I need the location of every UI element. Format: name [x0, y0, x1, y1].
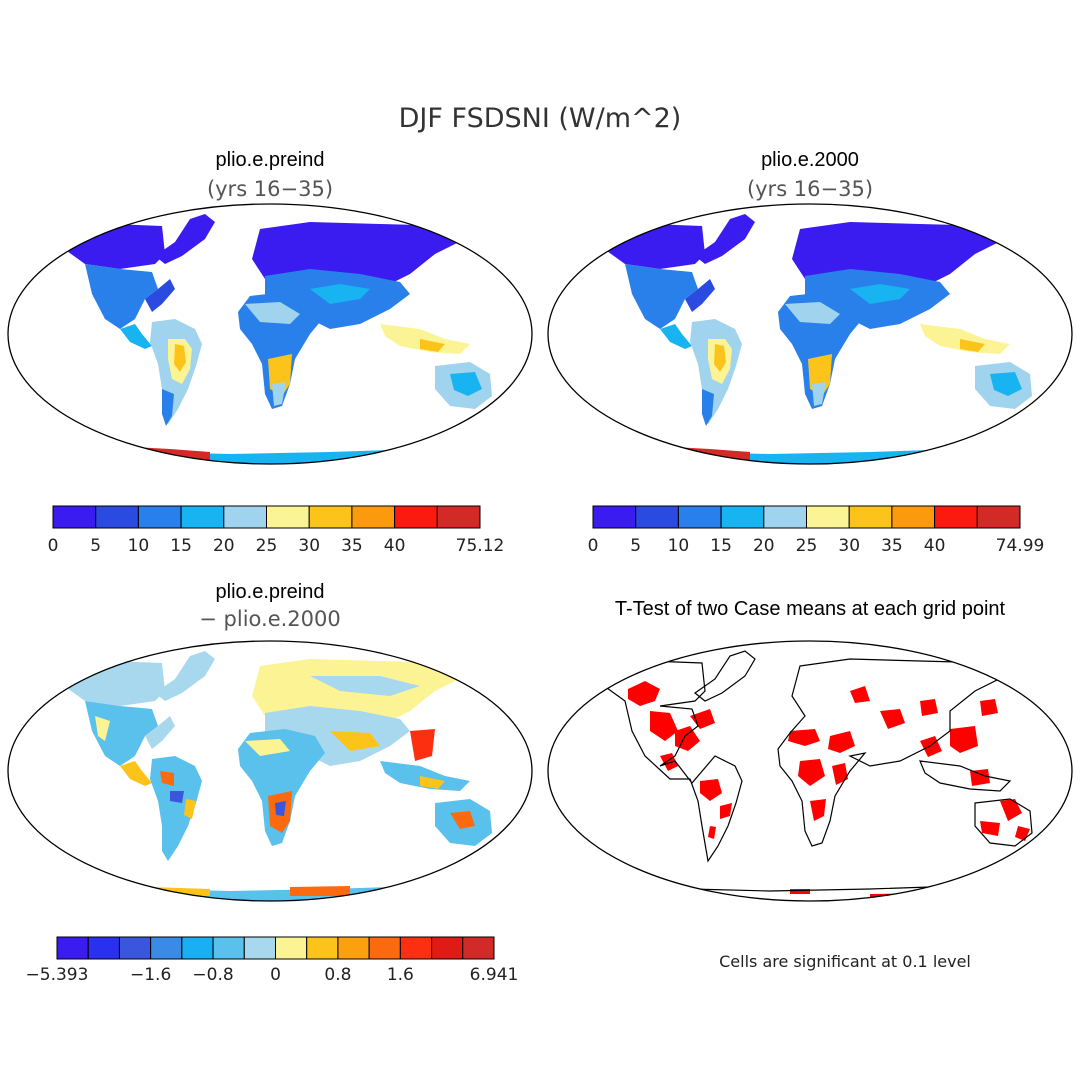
colorbar-1: 0 5 10 15 20 25 30 35 40 75.12 — [48, 505, 505, 556]
colorbar-1-tick-label: 75.12 — [456, 536, 505, 556]
map-2-land — [588, 214, 1060, 464]
colorbar-1-tick-label: 5 — [90, 536, 101, 556]
colorbar-1-tick-label: 35 — [341, 536, 363, 556]
colorbar-2: 0 5 10 15 20 25 30 35 40 74.99 — [588, 505, 1045, 556]
colorbar-3-tick-label: 6.941 — [470, 965, 519, 985]
colorbar-2-swatch — [934, 505, 978, 529]
map-4-border — [547, 640, 1073, 902]
colorbar-3-swatch — [306, 936, 339, 960]
colorbar-3-tick-label: −0.8 — [192, 965, 233, 985]
colorbar-2-tick-label: 25 — [796, 536, 818, 556]
colorbar-2-tick-label: 15 — [710, 536, 732, 556]
map-3-border — [7, 640, 533, 902]
colorbar-1-swatch — [308, 505, 353, 529]
colorbar-2-tick-label: 20 — [753, 536, 775, 556]
map-panel-4 — [547, 640, 1073, 902]
colorbar-2-tick-label: 10 — [668, 536, 690, 556]
colorbar-3-swatch — [431, 936, 464, 960]
colorbar-1-tick-label: 30 — [298, 536, 320, 556]
map-4-significance — [586, 650, 1033, 899]
colorbar-3-swatch — [212, 936, 245, 960]
colorbar-3-swatch — [181, 936, 214, 960]
colorbar-3-swatch — [150, 936, 183, 960]
colorbar-3-tick-label: 0.8 — [324, 965, 351, 985]
colorbar-1-tick-label: 40 — [384, 536, 406, 556]
map-panel-3 — [7, 640, 533, 902]
colorbar-2-swatch — [592, 505, 637, 529]
panel-1-subtitle: (yrs 16−35) — [207, 177, 333, 201]
panel-2-subtitle: (yrs 16−35) — [747, 177, 873, 201]
colorbar-3-tick-label: −1.6 — [130, 965, 171, 985]
colorbar-1-swatch — [266, 505, 310, 529]
colorbar-2-swatch — [677, 505, 722, 529]
colorbar-3-swatch — [243, 936, 277, 960]
colorbar-2-swatch — [763, 505, 807, 529]
colorbar-2-tick-label: 0 — [588, 536, 599, 556]
map-3-land — [48, 651, 492, 901]
map-panel-1 — [7, 203, 533, 465]
colorbar-3-swatch — [462, 936, 495, 960]
colorbar-2-tick-label: 74.99 — [996, 536, 1045, 556]
colorbar-1-tick-label: 0 — [48, 536, 59, 556]
colorbar-2-swatch — [848, 505, 893, 529]
colorbar-2-swatch — [891, 505, 936, 529]
colorbar-2-swatch — [806, 505, 850, 529]
map-1-border — [7, 203, 533, 465]
colorbar-1-swatch — [52, 505, 97, 529]
panel-2-title: plio.e.2000 — [761, 149, 859, 171]
colorbar-3-swatch — [337, 936, 370, 960]
colorbar-1-swatch — [394, 505, 438, 529]
colorbar-1-tick-label: 10 — [128, 536, 150, 556]
map-1-land — [48, 214, 520, 464]
panel-1-title: plio.e.preind — [216, 149, 325, 171]
colorbar-3-swatch — [399, 936, 433, 960]
panel-3-title: plio.e.preind — [216, 581, 325, 603]
map-2-border — [547, 203, 1073, 465]
colorbar-3-swatch — [56, 936, 89, 960]
colorbar-1-tick-label: 20 — [213, 536, 235, 556]
colorbar-1-swatch — [436, 505, 481, 529]
colorbar-3-swatch — [87, 936, 120, 960]
main-title: DJF FSDSNI (W/m^2) — [399, 103, 682, 134]
colorbar-2-swatch — [720, 505, 765, 529]
colorbar-1-tick-label: 25 — [256, 536, 278, 556]
colorbar-3-swatch — [368, 936, 401, 960]
colorbar-2-tick-label: 40 — [924, 536, 946, 556]
colorbar-1-swatch — [351, 505, 396, 529]
colorbar-1-tick-label: 15 — [170, 536, 192, 556]
colorbar-2-swatch — [976, 505, 1021, 529]
colorbar-3-tick-label: −5.393 — [26, 965, 89, 985]
map-panel-2 — [547, 203, 1073, 465]
colorbar-1-swatch — [223, 505, 268, 529]
colorbar-3-swatch — [118, 936, 152, 960]
colorbar-1-swatch — [180, 505, 225, 529]
colorbar-2-tick-label: 30 — [838, 536, 860, 556]
colorbar-3-tick-label: 0 — [270, 965, 281, 985]
colorbar-3: −5.393 −1.6 −0.8 0 0.8 1.6 6.941 — [26, 936, 519, 985]
colorbar-1-swatch — [137, 505, 182, 529]
colorbar-2-tick-label: 5 — [630, 536, 641, 556]
colorbar-1-swatch — [95, 505, 139, 529]
colorbar-2-tick-label: 35 — [881, 536, 903, 556]
panel-4-title: T-Test of two Case means at each grid po… — [615, 598, 1006, 620]
colorbar-3-tick-label: 1.6 — [387, 965, 414, 985]
panel-3-subtitle: − plio.e.2000 — [199, 607, 340, 631]
colorbar-2-swatch — [635, 505, 679, 529]
colorbar-3-swatch — [275, 936, 308, 960]
significance-note: Cells are significant at 0.1 level — [719, 952, 971, 971]
